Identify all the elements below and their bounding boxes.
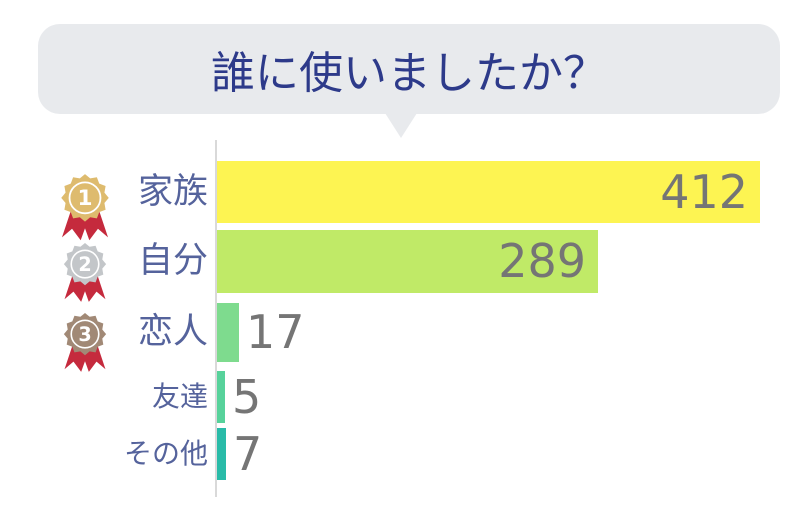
category-label: 自分 (137, 241, 208, 281)
medal-rank-1: 1 (49, 164, 121, 247)
chart-row: 自分 289 (0, 230, 800, 293)
chart-row: 家族 412 (0, 161, 800, 223)
category-label: 家族 (137, 172, 208, 212)
category-label: 恋人 (137, 312, 208, 352)
chart-row: 友達 5 (0, 371, 800, 423)
chart-row: 恋人 17 (0, 303, 800, 362)
bar (217, 428, 226, 480)
medal-icon-rank-1: 1 (61, 174, 109, 241)
svg-text:2: 2 (78, 253, 91, 276)
medal-rank-3: 3 (53, 304, 117, 378)
value-label: 289 (498, 234, 586, 288)
medal-rank-2: 2 (53, 234, 117, 308)
bar (217, 303, 239, 362)
title-bubble-tail-icon (385, 113, 417, 138)
value-label: 412 (660, 165, 748, 219)
category-label: 友達 (151, 380, 208, 413)
bar (217, 371, 225, 423)
title-bubble: 誰に使いましたか？ (38, 24, 780, 114)
bar (217, 230, 598, 293)
value-label: 17 (246, 305, 305, 359)
svg-text:3: 3 (78, 323, 91, 346)
y-axis-line (215, 140, 217, 497)
value-label: 5 (232, 370, 262, 424)
svg-text:1: 1 (77, 186, 92, 211)
category-label: その他 (123, 437, 208, 470)
medal-icon-rank-2: 2 (63, 243, 107, 302)
chart-row: その他 7 (0, 428, 800, 480)
bar (217, 161, 760, 223)
value-label: 7 (233, 427, 263, 481)
chart-title: 誰に使いましたか？ (211, 48, 607, 99)
medal-icon-rank-3: 3 (63, 312, 107, 372)
